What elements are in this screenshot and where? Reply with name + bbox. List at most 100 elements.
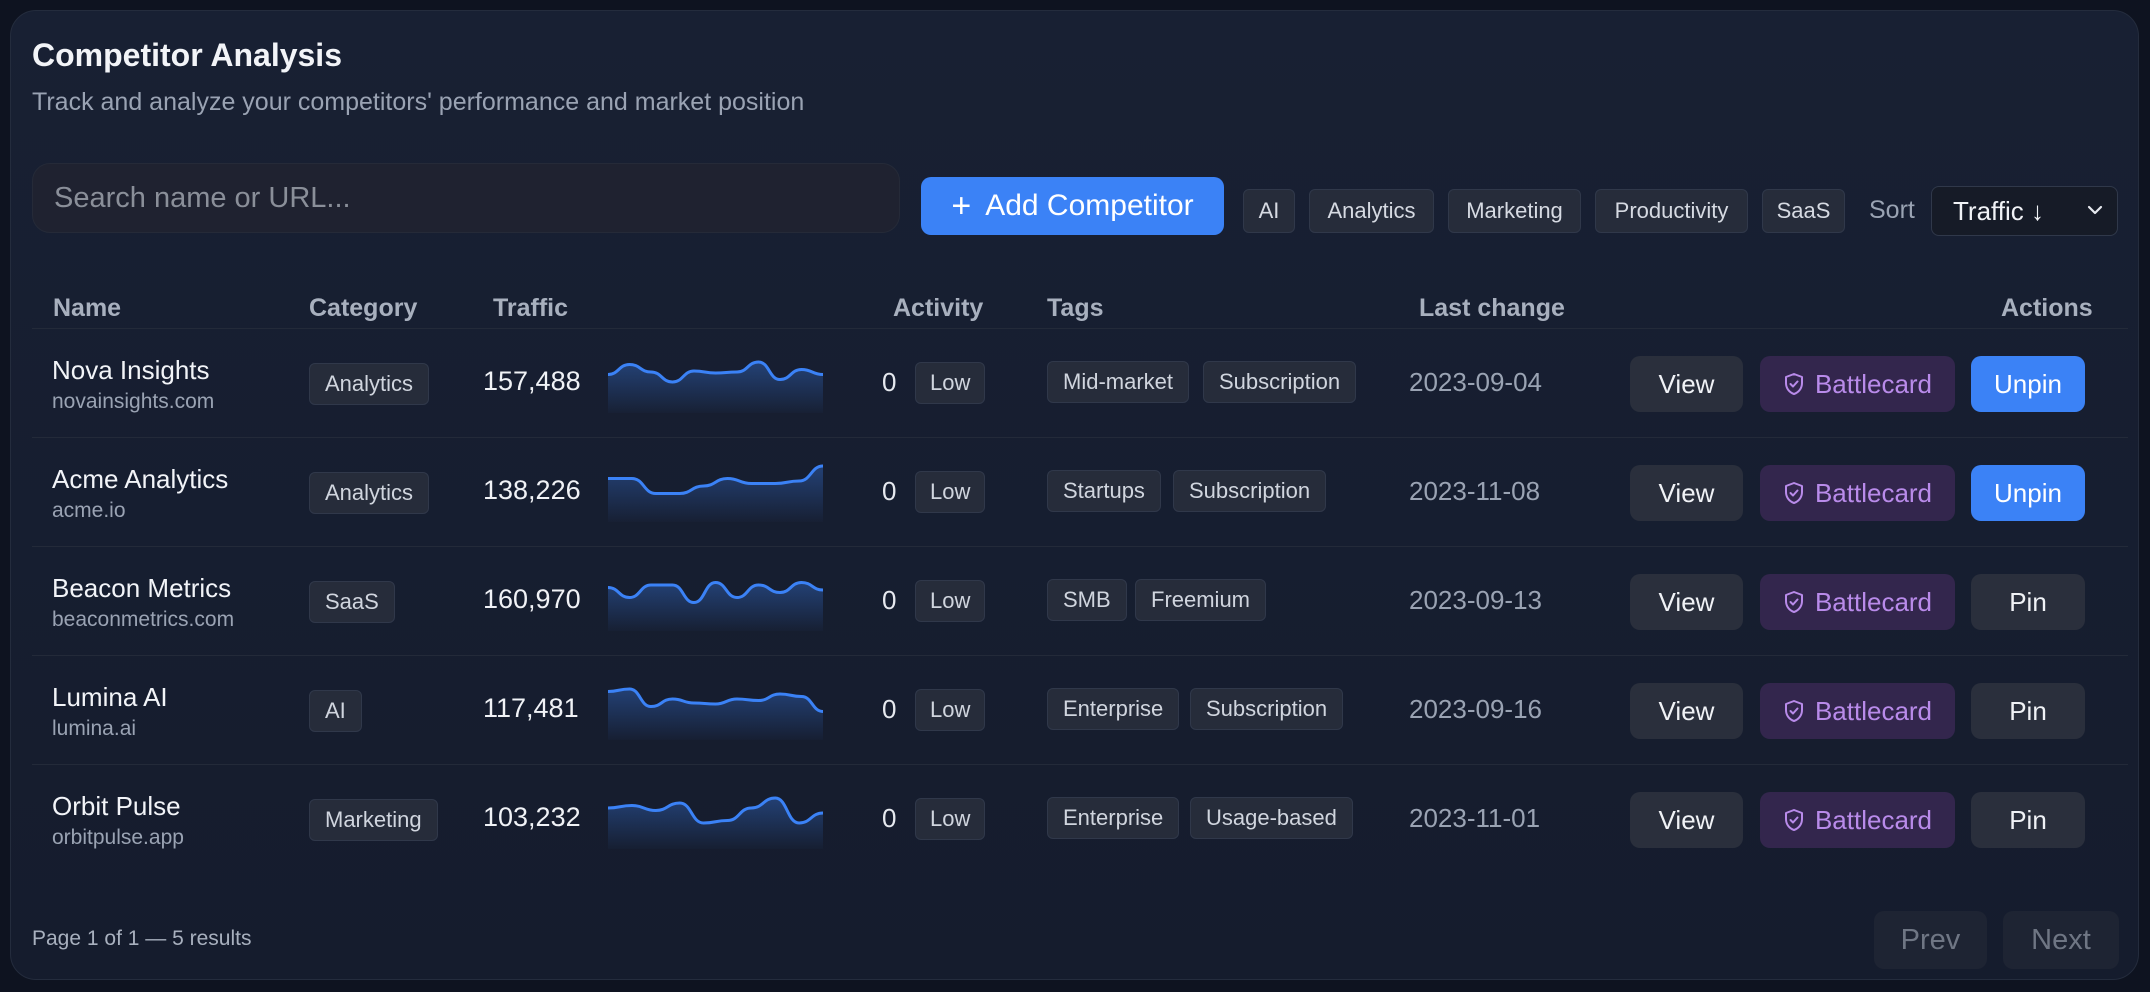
sort-select[interactable]: Traffic ↓ [1931,186,2118,236]
filter-chip-ai[interactable]: AI [1243,189,1295,233]
competitor-name[interactable]: Beacon Metrics [52,573,232,603]
col-header-traffic[interactable]: Traffic [493,294,569,322]
filter-chip-marketing[interactable]: Marketing [1448,189,1581,233]
sparkline-line [608,796,823,825]
competitor-name[interactable]: Orbit Pulse [52,791,181,821]
add-competitor-label: Add Competitor [985,189,1194,222]
sparkline-line [608,464,823,495]
competitor-url[interactable]: lumina.ai [52,717,137,740]
filter-chip-saas[interactable]: SaaS [1762,189,1845,233]
view-button[interactable]: View [1630,574,1743,630]
sparkline-area [608,689,823,740]
table-row: Beacon Metrics beaconmetrics.com SaaS 160,9… [32,546,2128,654]
last-change-date: 2023-09-16 [1409,694,1542,724]
add-competitor-button[interactable]: + Add Competitor [921,177,1224,235]
unpin-button[interactable]: Unpin [1971,356,2085,412]
sparkline-area [608,466,823,522]
sparkline-line [608,580,823,605]
tag-chip: Subscription [1203,361,1357,403]
sparkline-area [608,582,823,631]
activity-count: 0 [882,694,897,724]
table-row: Acme Analytics acme.io Analytics 138,226 0 Lo… [32,437,2128,545]
next-page-button[interactable]: Next [2003,911,2119,969]
sparkline-area [608,362,823,413]
tag-chip: Subscription [1190,688,1344,730]
prev-page-button[interactable]: Prev [1874,911,1987,969]
competitor-url[interactable]: novainsights.com [52,390,215,413]
category-badge: Analytics [309,472,430,514]
view-button[interactable]: View [1630,683,1743,739]
sparkline-line [608,687,823,713]
last-change-date: 2023-09-13 [1409,585,1542,615]
tag-chip: Usage-based [1190,797,1353,839]
traffic-sparkline [608,687,823,740]
battlecard-label: Battlecard [1814,477,1933,508]
col-header-tags[interactable]: Tags [1047,294,1104,322]
view-button[interactable]: View [1630,792,1743,848]
battlecard-button[interactable]: Battlecard [1760,683,1955,739]
pin-button[interactable]: Pin [1971,574,2085,630]
competitor-name[interactable]: Acme Analytics [52,464,229,494]
col-header-last-change[interactable]: Last change [1419,294,1565,322]
view-button[interactable]: View [1630,465,1743,521]
battlecard-label: Battlecard [1814,368,1933,399]
battlecard-button[interactable]: Battlecard [1760,574,1955,630]
shield-icon [1784,482,1803,504]
activity-count: 0 [882,803,897,833]
page-title: Competitor Analysis [32,37,342,73]
col-header-name[interactable]: Name [53,294,122,322]
category-badge: Marketing [309,799,438,841]
shield-icon [1784,700,1803,722]
category-badge: AI [309,690,362,732]
tag-chip: Startups [1047,470,1161,512]
view-button[interactable]: View [1630,356,1743,412]
traffic-value: 117,481 [483,693,579,723]
battlecard-button[interactable]: Battlecard [1760,792,1955,848]
sparkline-line [608,360,823,384]
competitor-url[interactable]: acme.io [52,499,126,522]
activity-level-badge: Low [915,689,986,731]
battlecard-button[interactable]: Battlecard [1760,465,1955,521]
search-input[interactable] [32,163,900,233]
competitor-url[interactable]: orbitpulse.app [52,826,184,849]
activity-count: 0 [882,367,897,397]
activity-count: 0 [882,476,897,506]
col-header-actions: Actions [2001,294,2093,322]
last-change-date: 2023-09-04 [1409,367,1542,397]
tag-chip: Mid-market [1047,361,1190,403]
battlecard-label: Battlecard [1814,695,1933,726]
unpin-button[interactable]: Unpin [1971,465,2085,521]
traffic-sparkline [608,360,823,413]
chevron-down-icon [2087,205,2103,215]
sort-value: Traffic ↓ [1953,195,2045,226]
col-header-activity[interactable]: Activity [893,294,984,322]
competitor-name[interactable]: Lumina AI [52,682,168,712]
col-header-category[interactable]: Category [309,294,418,322]
traffic-value: 157,488 [483,366,581,396]
pin-button[interactable]: Pin [1971,683,2085,739]
shield-icon [1784,809,1803,831]
competitor-url[interactable]: beaconmetrics.com [52,608,235,631]
battlecard-button[interactable]: Battlecard [1760,356,1955,412]
table-row: Lumina AI lumina.ai AI 117,481 0 Low Enterpris… [32,655,2128,763]
battlecard-label: Battlecard [1814,586,1933,617]
sort-label: Sort [1869,196,1915,224]
traffic-value: 138,226 [483,475,581,505]
filter-chip-productivity[interactable]: Productivity [1595,189,1748,233]
page-subtitle: Track and analyze your competitors' perf… [32,88,805,116]
filter-chip-analytics[interactable]: Analytics [1309,189,1434,233]
activity-level-badge: Low [915,362,986,404]
traffic-sparkline [608,580,823,631]
activity-level-badge: Low [915,580,986,622]
last-change-date: 2023-11-08 [1409,476,1541,506]
pin-button[interactable]: Pin [1971,792,2085,848]
tag-chip: Freemium [1135,579,1267,621]
traffic-sparkline [608,464,823,522]
activity-level-badge: Low [915,798,986,840]
battlecard-label: Battlecard [1814,804,1933,835]
competitor-name[interactable]: Nova Insights [52,355,210,385]
tag-chip: Enterprise [1047,688,1180,730]
category-badge: SaaS [309,581,395,623]
table-row: Nova Insights novainsights.com Analytics 15… [32,328,2128,436]
pagination-summary: Page 1 of 1 — 5 results [32,927,252,950]
